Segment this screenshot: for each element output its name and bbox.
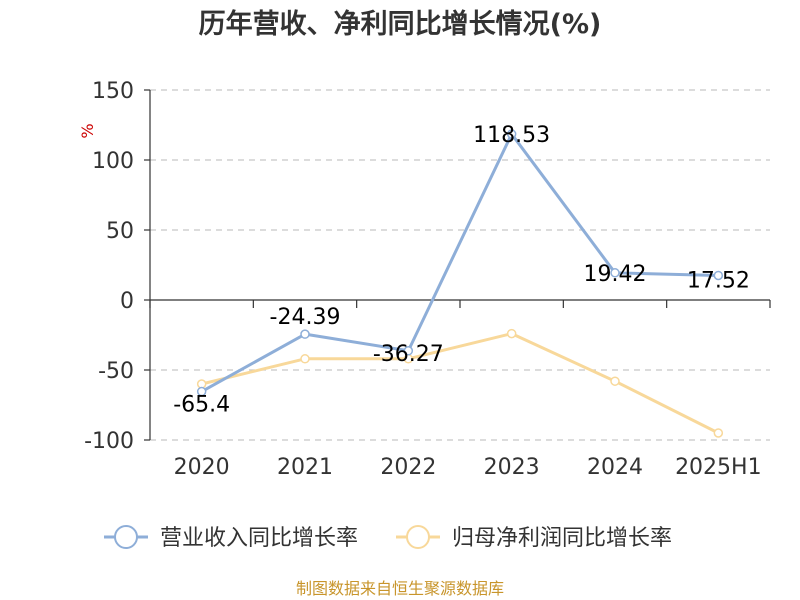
data-point [403,346,414,356]
data-point [196,386,207,397]
data-labels: -65.4 -24.39 -36.27 118.53 19.42 17.52 [173,123,750,418]
series-line [200,132,719,393]
y-tick-label: 100 [92,149,134,174]
data-label: -24.39 [270,305,341,330]
y-tick-label: 150 [92,79,134,104]
series-line [201,332,720,435]
legend: 营业收入同比增长率 归母净利润同比增长率 [104,525,672,551]
data-label: -65.4 [173,393,230,418]
data-label: -36.27 [373,342,444,367]
chart-title: 历年营收、净利同比增长情况(%) [199,8,602,40]
y-tick-label: 0 [120,289,134,314]
data-point [713,428,724,438]
legend-marker [406,525,430,549]
data-point [713,270,724,281]
data-label: 118.53 [473,123,550,148]
legend-label: 归母净利润同比增长率 [452,526,672,551]
data-point [196,379,207,389]
data-point [300,329,310,339]
x-tick-label: 2024 [587,455,643,480]
y-tick-label: -50 [98,359,134,384]
legend-marker [114,525,138,549]
data-point [610,376,620,386]
y-axis-unit: % [78,123,97,138]
y-tick-label: 50 [106,219,134,244]
data-point [506,129,517,139]
series-lines [196,129,724,438]
data-point [300,354,310,364]
data-point [506,328,517,339]
grid-lines [150,89,770,441]
x-tick-label: 2025H1 [675,455,762,480]
x-tick-label: 2021 [277,455,333,480]
legend-label: 营业收入同比增长率 [160,526,358,551]
source-note: 制图数据来自恒生聚源数据库 [296,579,504,598]
data-label: 19.42 [584,262,647,287]
axes: 150 100 50 0 -50 -100 2020 2021 2022 2023 2024 2025… [84,79,771,480]
data-point [610,268,620,278]
x-tick-label: 2022 [380,455,436,480]
x-tick-label: 2023 [484,455,540,480]
data-label: 17.52 [687,268,750,293]
x-tick-label: 2020 [174,455,230,480]
y-tick-label: -100 [84,429,134,454]
